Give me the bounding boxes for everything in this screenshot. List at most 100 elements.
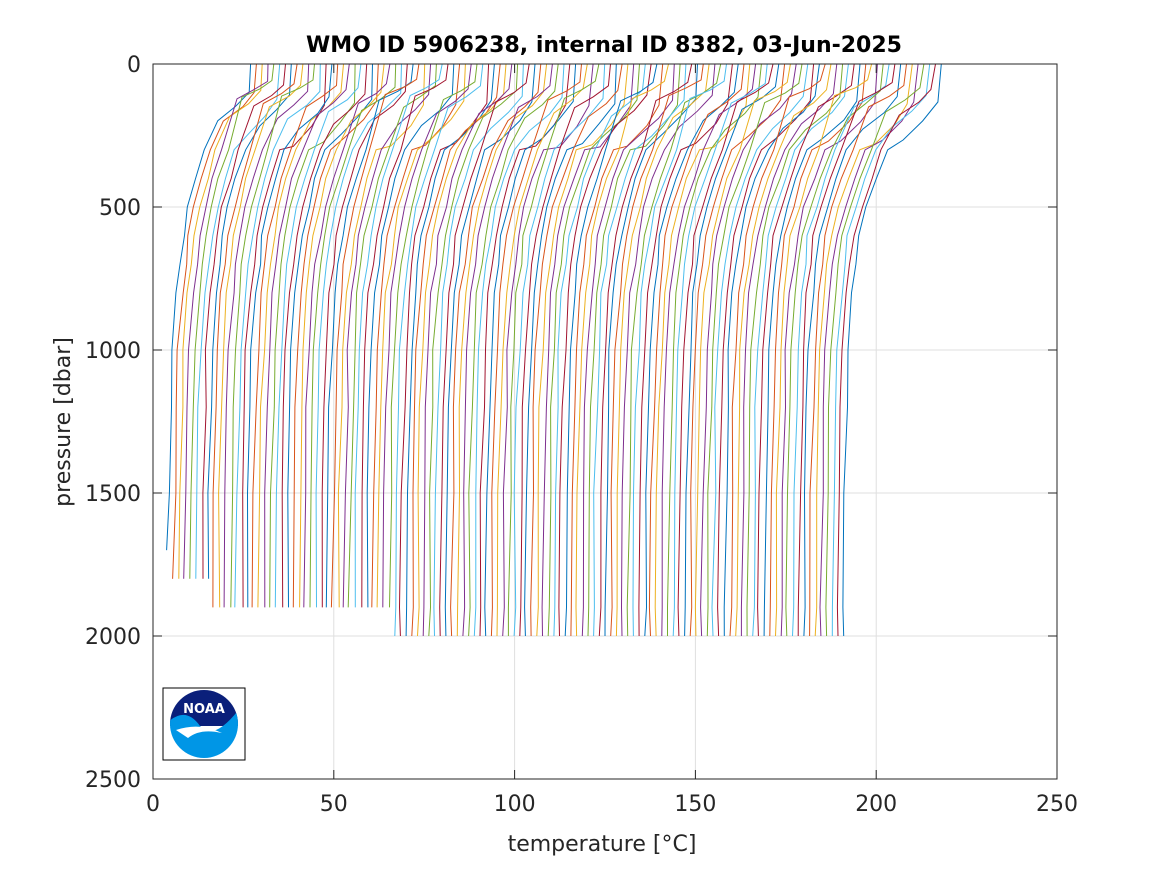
y-axis-label: pressure [dbar] <box>51 337 76 507</box>
profile-line <box>570 63 664 637</box>
profile-line <box>361 63 449 608</box>
profile-line <box>735 63 832 637</box>
profile-line <box>444 63 536 637</box>
profile-line <box>575 63 669 637</box>
profile-line <box>178 63 263 579</box>
profile-line <box>672 63 768 637</box>
profile-line <box>797 63 896 637</box>
y-tick-label: 0 <box>127 53 141 78</box>
noaa-logo: NOAA <box>162 687 246 761</box>
profile-line <box>172 63 257 579</box>
profile-line <box>689 63 786 637</box>
profile-line <box>757 63 855 637</box>
profile-line <box>422 63 513 637</box>
profile-line <box>292 63 379 608</box>
profile-line <box>218 63 304 608</box>
profile-line <box>207 63 292 579</box>
profile-line <box>620 63 716 637</box>
profile-line <box>564 63 658 637</box>
profile-line <box>411 63 501 637</box>
profile-line <box>632 63 727 637</box>
profile-line <box>166 63 252 551</box>
profile-line <box>321 63 408 608</box>
profile-line <box>604 63 698 637</box>
profile-line <box>309 63 397 608</box>
profile-line <box>536 63 629 637</box>
profile-line <box>803 63 902 637</box>
profile-line <box>389 63 478 608</box>
profile-line <box>593 63 687 637</box>
profile-line <box>740 63 838 636</box>
profile-line <box>366 63 455 608</box>
profile-line <box>183 63 269 579</box>
profile-line <box>775 63 873 637</box>
profile-line <box>490 63 582 637</box>
profile-line <box>456 63 548 637</box>
y-tick-label: 500 <box>99 196 141 221</box>
chart-title: WMO ID 5906238, internal ID 8382, 03-Jun… <box>306 33 902 58</box>
profile-line <box>814 63 913 637</box>
profile-line <box>195 63 281 579</box>
profile-line <box>398 63 490 637</box>
profile-line <box>462 63 553 637</box>
profile-line <box>819 63 919 637</box>
profile-line <box>831 63 931 637</box>
profile-line <box>610 63 704 637</box>
profile-line <box>809 63 907 637</box>
x-tick-label: 100 <box>494 792 536 817</box>
profile-line <box>648 63 745 637</box>
profile-line <box>246 63 333 608</box>
profile-line <box>230 63 315 608</box>
profile-line <box>347 63 437 608</box>
x-tick-label: 50 <box>320 792 348 817</box>
profile-line <box>382 63 472 608</box>
profile-line <box>337 63 426 608</box>
profile-line <box>694 63 791 637</box>
profile-line <box>212 63 298 608</box>
profile-line <box>752 63 849 637</box>
profile-line <box>598 63 693 637</box>
profile-line <box>223 63 310 608</box>
profile-line <box>769 63 867 637</box>
profile-line <box>644 63 739 637</box>
profile-line <box>242 63 327 608</box>
profile-line <box>281 63 368 608</box>
profile-line <box>553 63 646 637</box>
profile-line <box>264 63 350 608</box>
logo-text: NOAA <box>183 702 225 717</box>
profile-line <box>269 63 356 608</box>
profile-line <box>274 63 362 608</box>
profile-line <box>519 63 611 637</box>
seagull-icon <box>176 726 222 738</box>
profile-line <box>468 63 559 637</box>
profile-line <box>496 63 588 637</box>
profile-line <box>394 63 484 637</box>
profile-line <box>371 63 461 608</box>
profile-line <box>615 63 710 637</box>
profile-line <box>785 63 884 637</box>
profile-line <box>729 63 826 637</box>
profile-line <box>661 63 757 637</box>
profile-line <box>792 63 890 637</box>
y-tick-label: 2500 <box>85 768 141 793</box>
profile-line <box>376 63 466 608</box>
y-tick-label: 1000 <box>85 339 141 364</box>
profile-line <box>530 63 623 637</box>
profile-line <box>433 63 524 637</box>
profile-line <box>417 63 507 637</box>
y-tick-label: 2000 <box>85 625 141 650</box>
x-tick-label: 250 <box>1036 792 1078 817</box>
plot-frame <box>152 63 1058 780</box>
profile-line <box>507 63 600 636</box>
profile-line <box>202 63 286 579</box>
profile-line <box>677 63 774 637</box>
profile-line <box>763 63 861 637</box>
profile-line <box>723 63 820 637</box>
profile-line <box>842 63 942 637</box>
temperature-profiles <box>166 63 942 637</box>
profile-line <box>626 63 722 637</box>
profile-line <box>330 63 420 608</box>
profile-line <box>303 63 391 608</box>
